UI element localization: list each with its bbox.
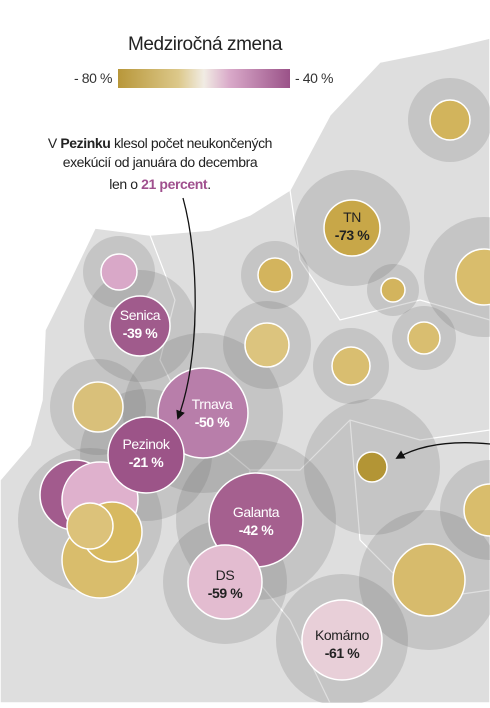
bubbles bbox=[39, 99, 490, 681]
bubble-value: -61 % bbox=[325, 645, 361, 661]
annotation-text: klesol počet neukončených bbox=[110, 135, 272, 151]
legend-min: - 80 % bbox=[74, 70, 112, 86]
annotation-text: exekúcií od januára do decembra bbox=[63, 154, 258, 170]
legend-gradient bbox=[118, 69, 290, 88]
bubble-value: -73 % bbox=[335, 227, 371, 243]
annotation-line: exekúcií od januára do decembra bbox=[63, 154, 258, 170]
annotation-text: len o bbox=[109, 176, 141, 192]
bubble-name: Pezinok bbox=[122, 436, 170, 452]
annotation: V Pezinku klesol počet neukončených exek… bbox=[48, 135, 273, 192]
annotation-highlight: 21 percent bbox=[141, 176, 208, 192]
bubble-name: Senica bbox=[120, 307, 161, 323]
annotation-bold: Pezinku bbox=[60, 135, 110, 151]
bubble-name: DS bbox=[216, 567, 235, 583]
legend-title: Medziročná zmena bbox=[128, 34, 283, 55]
arrow bbox=[395, 442, 490, 459]
bubble-value: -42 % bbox=[239, 522, 275, 538]
bubble-labels: TN -73 % Senica -39 % Trnava -50 % Pezin… bbox=[120, 209, 371, 661]
bubble-name: TN bbox=[343, 209, 361, 225]
arrow bbox=[176, 197, 196, 420]
annotation-text: . bbox=[207, 176, 211, 192]
bubble-name: Komárno bbox=[315, 627, 370, 643]
bubble-value: -50 % bbox=[195, 414, 231, 430]
bubble-name: Trnava bbox=[192, 396, 233, 412]
bubble-value: -39 % bbox=[123, 325, 159, 341]
bubble-value: -21 % bbox=[129, 454, 165, 470]
annotation-line: V Pezinku klesol počet neukončených bbox=[48, 135, 272, 151]
bubble-name: Galanta bbox=[233, 504, 280, 520]
legend: Medziročná zmena - 80 % - 40 % bbox=[74, 34, 333, 88]
annotation-text: V bbox=[48, 135, 60, 151]
bubble-value: -59 % bbox=[208, 585, 244, 601]
legend-max: - 40 % bbox=[295, 70, 333, 86]
annotation-line: len o 21 percent. bbox=[109, 176, 210, 192]
